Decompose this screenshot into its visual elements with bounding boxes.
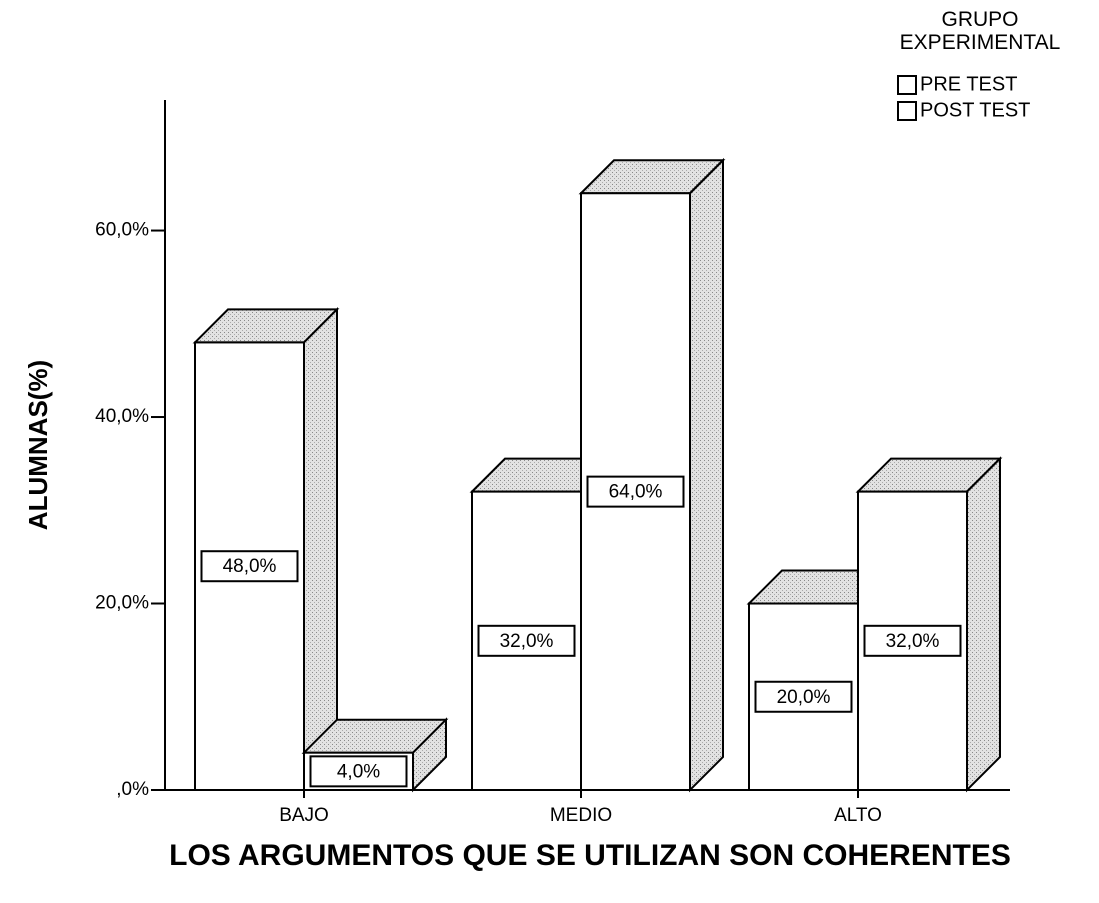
value-label: 4,0% [337, 761, 380, 782]
value-label-box [863, 624, 962, 657]
value-label-box [200, 550, 299, 583]
x-tick-label: ALTO [834, 805, 882, 826]
bar-side [303, 307, 338, 793]
bar-side [966, 456, 1001, 793]
legend-title: GRUPO EXPERIMENTAL [899, 8, 1061, 54]
x-tick-label: MEDIO [550, 805, 612, 826]
x-axis-label: LOS ARGUMENTOS QUE SE UTILIZAN SON COHER… [169, 839, 1011, 872]
value-label: 64,0% [609, 482, 663, 503]
x-tick-label: BAJO [279, 805, 329, 826]
value-label-box [754, 680, 853, 713]
y-tick-label: 60,0% [95, 220, 149, 241]
value-label-box [309, 755, 408, 788]
legend-swatch [897, 101, 917, 121]
legend-label: POST TEST [920, 99, 1030, 121]
value-label-box [477, 624, 576, 657]
value-label: 48,0% [223, 556, 277, 577]
y-tick-label: 20,0% [95, 593, 149, 614]
y-axis-label: ALUMNAS(%) [23, 360, 53, 530]
bar-side [689, 157, 724, 793]
value-label: 32,0% [500, 631, 554, 652]
value-label: 32,0% [886, 631, 940, 652]
value-label-box [586, 475, 685, 508]
y-tick-label: ,0% [116, 779, 149, 800]
legend-swatch [897, 75, 917, 95]
value-label: 20,0% [777, 687, 831, 708]
y-tick-label: 40,0% [95, 406, 149, 427]
legend-label: PRE TEST [920, 73, 1017, 95]
